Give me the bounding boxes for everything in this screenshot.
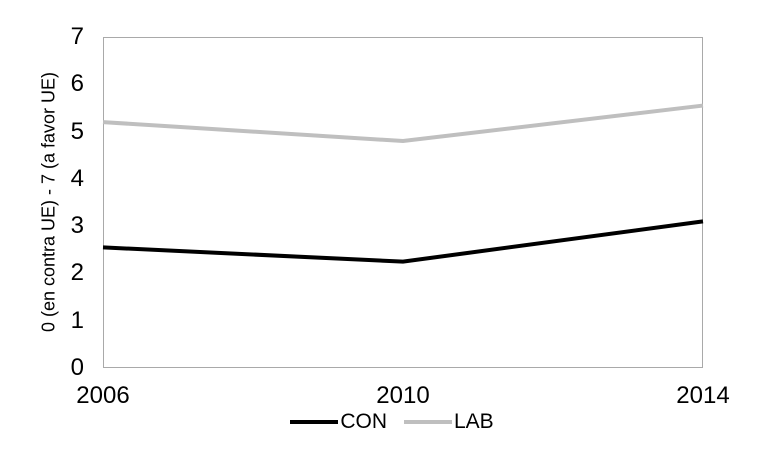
legend-item-con: CON (290, 411, 387, 432)
legend-item-lab: LAB (403, 410, 494, 433)
x-tick-label: 2010 (376, 382, 430, 409)
y-tick-label: 4 (70, 164, 84, 192)
y-tick-label: 1 (70, 306, 84, 334)
legend-label: LAB (453, 410, 494, 433)
x-tick-label: 2006 (76, 382, 130, 409)
y-axis-title: 0 (en contra UE) - 7 (a favor UE) (38, 71, 59, 333)
plot-area (103, 37, 703, 368)
y-tick-label: 0 (70, 354, 84, 381)
x-tick-label: 2014 (676, 382, 730, 409)
legend-line-swatch (403, 419, 452, 424)
y-tick-label: 2 (70, 259, 84, 287)
legend-line-swatch (290, 419, 339, 424)
legend: CON LAB (12, 411, 760, 432)
y-tick-label: 5 (70, 117, 84, 145)
y-tick-label: 7 (70, 23, 84, 50)
y-tick-label: 6 (70, 70, 84, 98)
legend-label: CON (340, 410, 387, 433)
y-tick-label: 3 (70, 212, 84, 240)
